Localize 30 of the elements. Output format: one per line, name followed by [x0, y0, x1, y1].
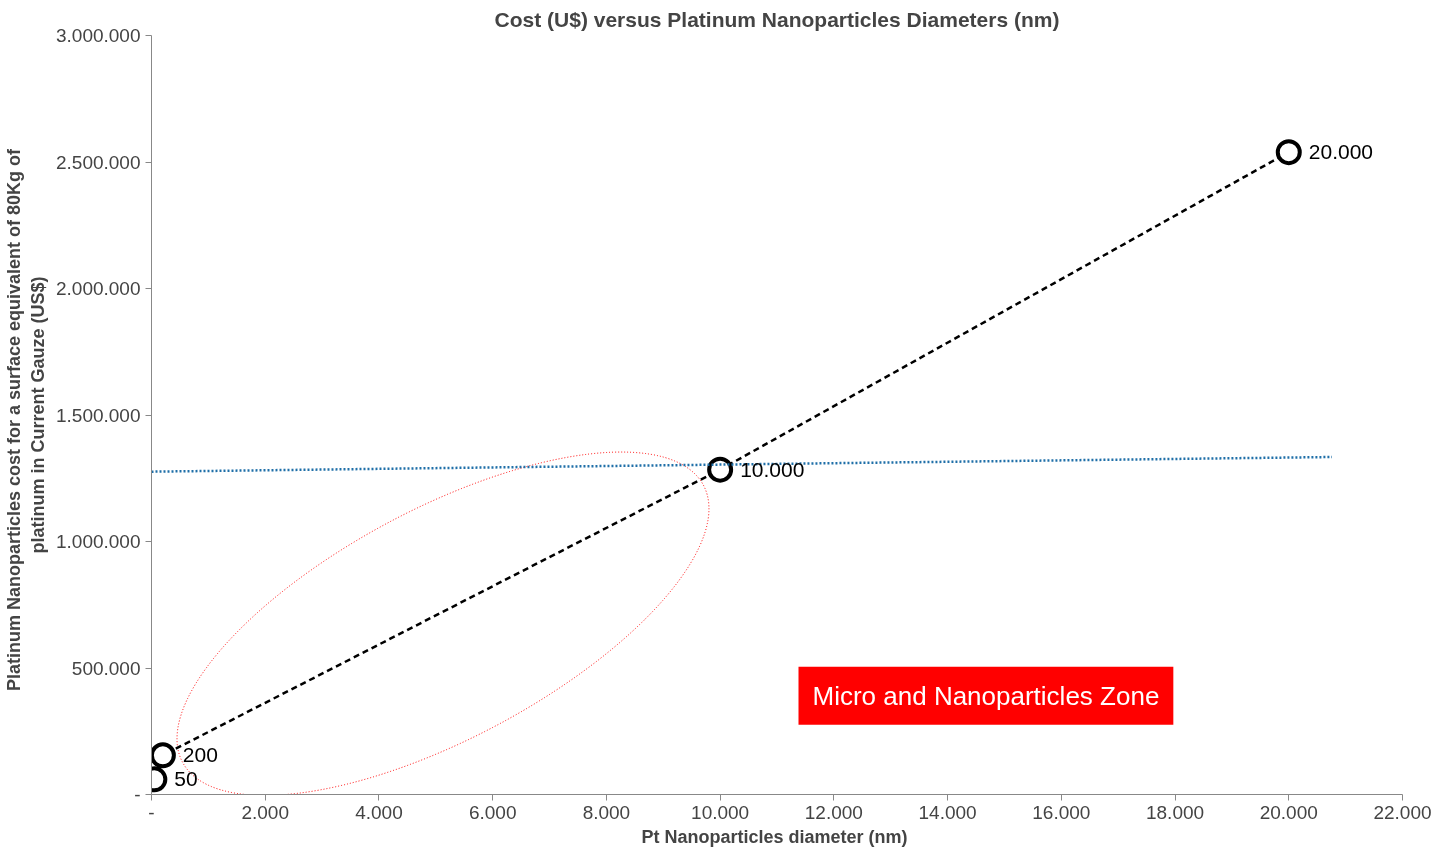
- x-tick-label: 10.000: [691, 801, 750, 823]
- chart-title: Cost (U$) versus Platinum Nanoparticles Diameters (nm): [494, 7, 1060, 31]
- x-tick-label: 12.000: [804, 801, 863, 823]
- x-tick-label: 16.000: [1032, 801, 1091, 823]
- x-tick-label: 4.000: [355, 801, 403, 823]
- point: [151, 742, 176, 769]
- x-axis-title: Pt Nanoparticles diameter (nm): [641, 826, 908, 847]
- y-tick-label: 1.500.000: [55, 404, 141, 426]
- y-axis-title: Platinum Nanoparticles cost for a surface equivalent of 80Kg of platinum in Current Gauze (US$): [3, 147, 48, 692]
- y-tick-label: 3.000.000: [55, 25, 141, 46]
- x-tick-label: 22.000: [1373, 801, 1432, 823]
- annotation: Micro and Nanoparticles Zone: [812, 680, 1160, 711]
- y-tick-label: -: [134, 784, 141, 805]
- x-tick-label: 18.000: [1145, 801, 1205, 823]
- y-tick-label: 1.000.000: [55, 531, 141, 552]
- y-tick-label: 2.000.000: [55, 278, 141, 299]
- point: [1275, 139, 1302, 166]
- x-tick-label: 2.000: [241, 801, 289, 823]
- point: [707, 456, 734, 483]
- annotation: 20.000: [1308, 140, 1374, 164]
- annotation: 10.000: [740, 457, 805, 481]
- x-tick-label: 6.000: [468, 801, 517, 823]
- x-tick-label: 8.000: [582, 801, 631, 823]
- y-tick-label: 2.500.000: [55, 151, 141, 173]
- y-tick-label: 500.000: [71, 657, 141, 679]
- annotation: 200: [182, 743, 218, 767]
- x-tick-label: 14.000: [918, 801, 977, 823]
- x-tick-label: 20.000: [1259, 801, 1318, 823]
- annotation: 50: [174, 767, 198, 791]
- x-tick-label: -: [148, 801, 155, 823]
